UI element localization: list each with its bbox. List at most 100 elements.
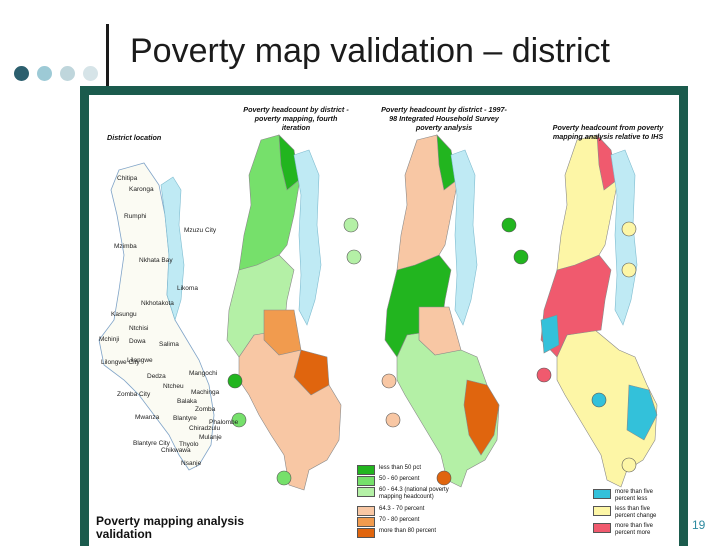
maps-svg bbox=[98, 134, 658, 491]
district-label: Dedza bbox=[147, 373, 166, 380]
legend-label: more than five percent less bbox=[615, 489, 654, 502]
figure-panel: District location Poverty headcount by d… bbox=[89, 95, 679, 546]
legend-relative: more than five percent less less than fi… bbox=[593, 489, 673, 543]
district-label: Mzuzu City bbox=[184, 227, 217, 234]
legend-swatch bbox=[357, 517, 375, 527]
legend-label: more than five percent more bbox=[615, 523, 654, 536]
legend-swatch bbox=[593, 523, 611, 533]
caption-location: District location bbox=[107, 133, 162, 142]
legend-label: less than 50 pct bbox=[379, 465, 422, 471]
map1-lake bbox=[293, 149, 322, 326]
figure-footer: Poverty mapping analysis validation bbox=[96, 514, 245, 541]
legend-headcount: less than 50 pct 50 - 60 percent 60 - 64… bbox=[357, 465, 467, 543]
location-lake bbox=[160, 176, 185, 322]
map-poverty-mapping bbox=[226, 134, 362, 491]
map-relative bbox=[536, 134, 658, 488]
map1-lilongwe bbox=[263, 309, 302, 356]
slide-title: Poverty map validation – district bbox=[130, 32, 610, 70]
map1-south bbox=[238, 329, 342, 491]
map3-marker-b bbox=[621, 262, 637, 278]
district-label: Chiradzulu bbox=[189, 425, 221, 432]
map2-marker-b bbox=[513, 249, 529, 265]
legend-label: more than 80 percent bbox=[379, 528, 437, 534]
district-label: Chitipa bbox=[117, 175, 138, 182]
legend-swatch bbox=[593, 506, 611, 516]
legend-label: 70 - 80 percent bbox=[379, 517, 420, 523]
map3-marker-e bbox=[621, 457, 637, 473]
district-label: Nkhata Bay bbox=[139, 257, 173, 264]
map3-marker-d bbox=[591, 392, 607, 408]
location-map bbox=[98, 162, 215, 471]
district-label: Lilongwe bbox=[127, 357, 153, 364]
district-label: Mangochi bbox=[189, 370, 218, 377]
map2-marker-a bbox=[501, 217, 517, 233]
district-label: Dowa bbox=[129, 338, 146, 345]
map2-lake bbox=[450, 149, 478, 326]
district-label: Nsanje bbox=[181, 460, 202, 467]
district-label: Mchinji bbox=[99, 336, 120, 343]
map2-marker-d bbox=[385, 412, 401, 428]
map1-marker-a bbox=[343, 217, 359, 233]
dot-1 bbox=[14, 66, 29, 81]
map1-karonga bbox=[278, 134, 300, 191]
map3-marker-a bbox=[621, 221, 637, 237]
map3-lake bbox=[610, 149, 638, 326]
district-label: Machinga bbox=[191, 389, 220, 396]
map2-shire bbox=[463, 379, 500, 456]
legend-label: 64.3 - 70 percent bbox=[379, 506, 425, 512]
district-label: Salima bbox=[159, 341, 179, 348]
map1-marker-d bbox=[231, 412, 247, 428]
district-label: Ntchisi bbox=[129, 325, 149, 332]
district-label: Phalombe bbox=[209, 419, 239, 426]
district-label: Kasungu bbox=[111, 311, 137, 318]
legend-swatch bbox=[357, 465, 375, 475]
title-divider bbox=[106, 24, 109, 86]
map3-south bbox=[556, 329, 658, 488]
district-label: Mwanza bbox=[135, 414, 160, 421]
legend-swatch bbox=[357, 506, 375, 516]
legend-swatch bbox=[593, 489, 611, 499]
district-label: Blantyre City bbox=[133, 440, 170, 447]
map1-mangochi bbox=[293, 349, 330, 396]
district-label: Ntcheu bbox=[163, 383, 184, 390]
legend-label: 60 - 64.3 (national poverty mapping head… bbox=[379, 487, 449, 500]
district-label: Nkhotakota bbox=[141, 300, 174, 307]
district-label: Karonga bbox=[129, 186, 154, 193]
district-label: Blantyre bbox=[173, 415, 197, 422]
legend-label: less than five percent change bbox=[615, 506, 657, 519]
map1-marker-e bbox=[276, 470, 292, 486]
dot-3 bbox=[60, 66, 75, 81]
district-label: Likoma bbox=[177, 285, 198, 292]
legend-label: 50 - 60 percent bbox=[379, 476, 420, 482]
district-label: Balaka bbox=[177, 398, 197, 405]
district-label: Lilongwe City bbox=[101, 359, 140, 366]
caption-map3: Poverty headcount from poverty mapping a… bbox=[552, 123, 664, 141]
map-ihs bbox=[381, 134, 529, 488]
map3-marker-c bbox=[536, 367, 552, 383]
district-label: Rumphi bbox=[124, 213, 147, 220]
district-label: Zomba City bbox=[117, 391, 151, 398]
legend-swatch bbox=[357, 487, 375, 497]
caption-map1: Poverty headcount by district - poverty … bbox=[243, 105, 349, 132]
map3-west bbox=[540, 314, 560, 354]
slide-number: 19 bbox=[692, 518, 706, 532]
map2-marker-e bbox=[436, 470, 452, 486]
dot-2 bbox=[37, 66, 52, 81]
dot-4 bbox=[83, 66, 98, 81]
map3-southeast bbox=[626, 384, 658, 441]
map1-marker-b bbox=[346, 249, 362, 265]
map1-marker-c bbox=[227, 373, 243, 389]
map3-karonga bbox=[596, 134, 618, 191]
district-label: Mulanje bbox=[199, 434, 222, 441]
map2-marker-c bbox=[381, 373, 397, 389]
legend-swatch bbox=[357, 528, 375, 538]
district-label: Chikwawa bbox=[161, 447, 191, 454]
district-label: Thyolo bbox=[179, 441, 199, 448]
map2-karonga bbox=[436, 134, 458, 191]
caption-map2: Poverty headcount by district - 1997-98 … bbox=[381, 105, 507, 132]
map2-lilongwe bbox=[418, 306, 462, 356]
map2-south bbox=[396, 329, 500, 488]
district-label: Mzimba bbox=[114, 243, 137, 250]
legend-swatch bbox=[357, 476, 375, 486]
district-label: Zomba bbox=[195, 406, 216, 413]
